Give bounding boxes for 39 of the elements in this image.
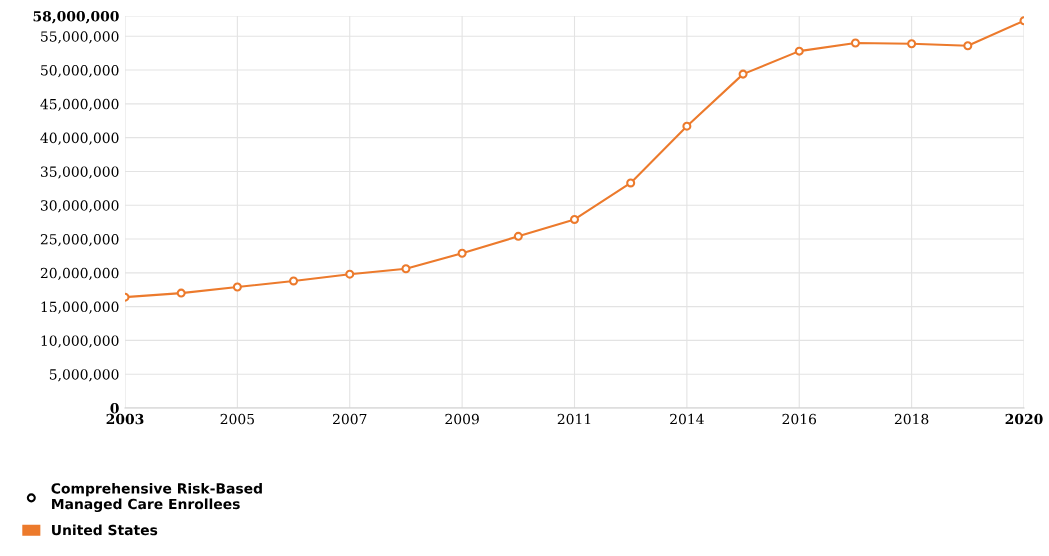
point [176,288,186,298]
point [850,38,860,48]
y-tick-label: 0 [110,402,119,414]
legend-title: Comprehensive Risk-Based Managed Care Enrollees [51,482,262,512]
point [289,276,299,286]
point [907,39,917,49]
point [345,269,355,279]
x-tick-label: 2003 [106,413,144,425]
point [738,69,748,79]
y-tick-label: 40,000,000 [40,132,119,145]
x-tick-label: 2007 [333,413,367,425]
point [963,41,973,51]
point [232,282,242,292]
x-tick-label: 2005 [220,413,254,425]
point [401,264,411,274]
y-tick-label: 20,000,000 [40,267,119,280]
y-tick-label: 58,000,000 [33,10,119,24]
y-tick-label: 45,000,000 [40,98,119,112]
x-tick-label: 2014 [670,413,704,425]
y-tick-label: 25,000,000 [40,234,119,247]
point [569,214,580,224]
x-tick-label: 2016 [782,413,817,425]
point [794,46,804,56]
legend-label: United States [52,524,158,536]
x-tick-label: 2011 [557,413,591,425]
y-tick-label: 5,000,000 [49,369,119,382]
y-tick-label: 35,000,000 [40,166,119,179]
point [626,178,636,188]
y-tick-label: 55,000,000 [41,31,119,44]
point [457,248,467,258]
x-tick-label: 2018 [894,413,929,425]
point [682,121,692,131]
x-tick-label: 2020 [1005,413,1043,425]
point [513,231,523,241]
y-tick-label: 50,000,000 [41,65,119,78]
y-tick-label: 10,000,000 [41,335,119,348]
y-tick-label: 30,000,000 [40,200,119,213]
y-tick-label: 15,000,000 [41,301,119,314]
x-tick-label: 2009 [445,413,479,425]
